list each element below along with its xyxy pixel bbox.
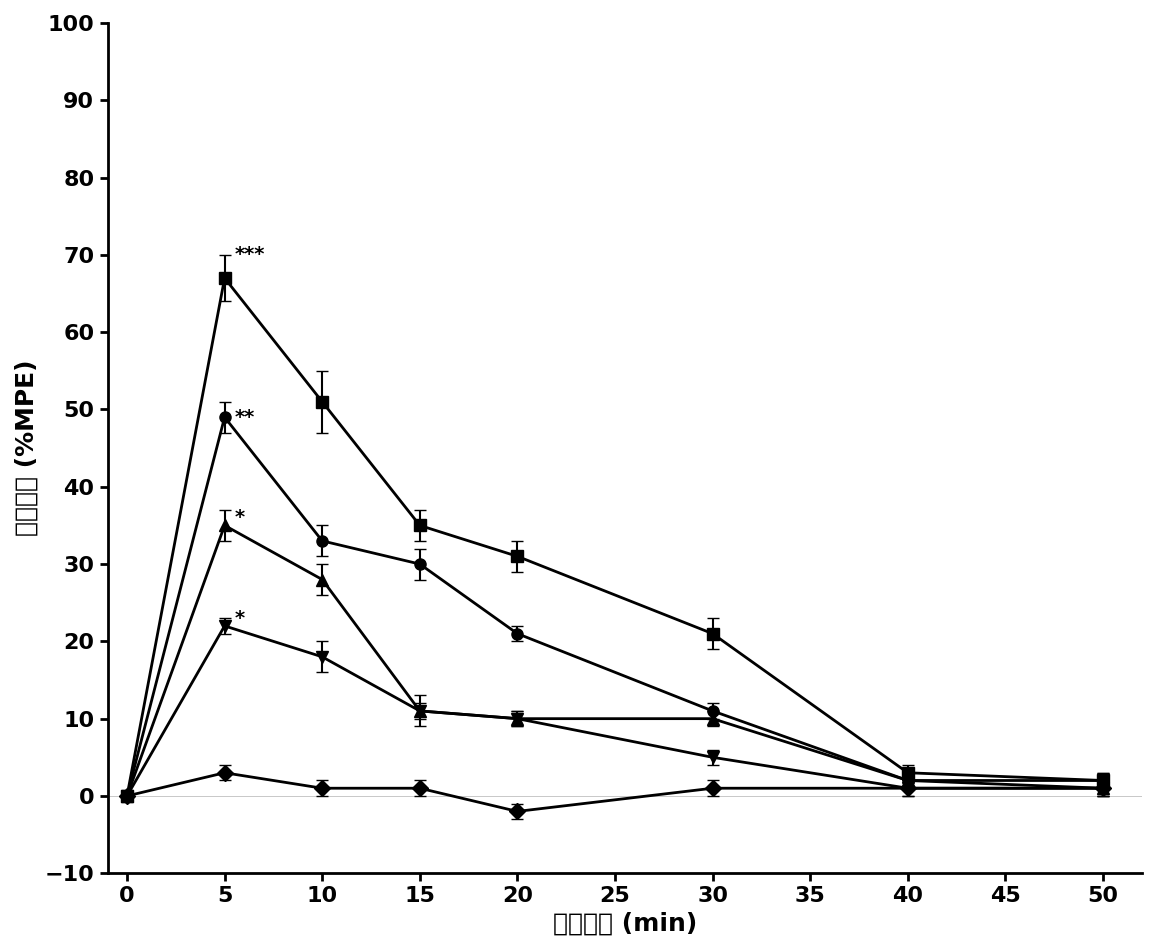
Text: **: ** — [235, 408, 255, 427]
Text: *: * — [235, 609, 244, 628]
Y-axis label: 镇痛活性 (%MPE): 镇痛活性 (%MPE) — [15, 359, 39, 536]
X-axis label: 测量时间 (min): 测量时间 (min) — [553, 912, 697, 936]
Text: ***: *** — [235, 245, 265, 264]
Text: *: * — [235, 508, 244, 527]
